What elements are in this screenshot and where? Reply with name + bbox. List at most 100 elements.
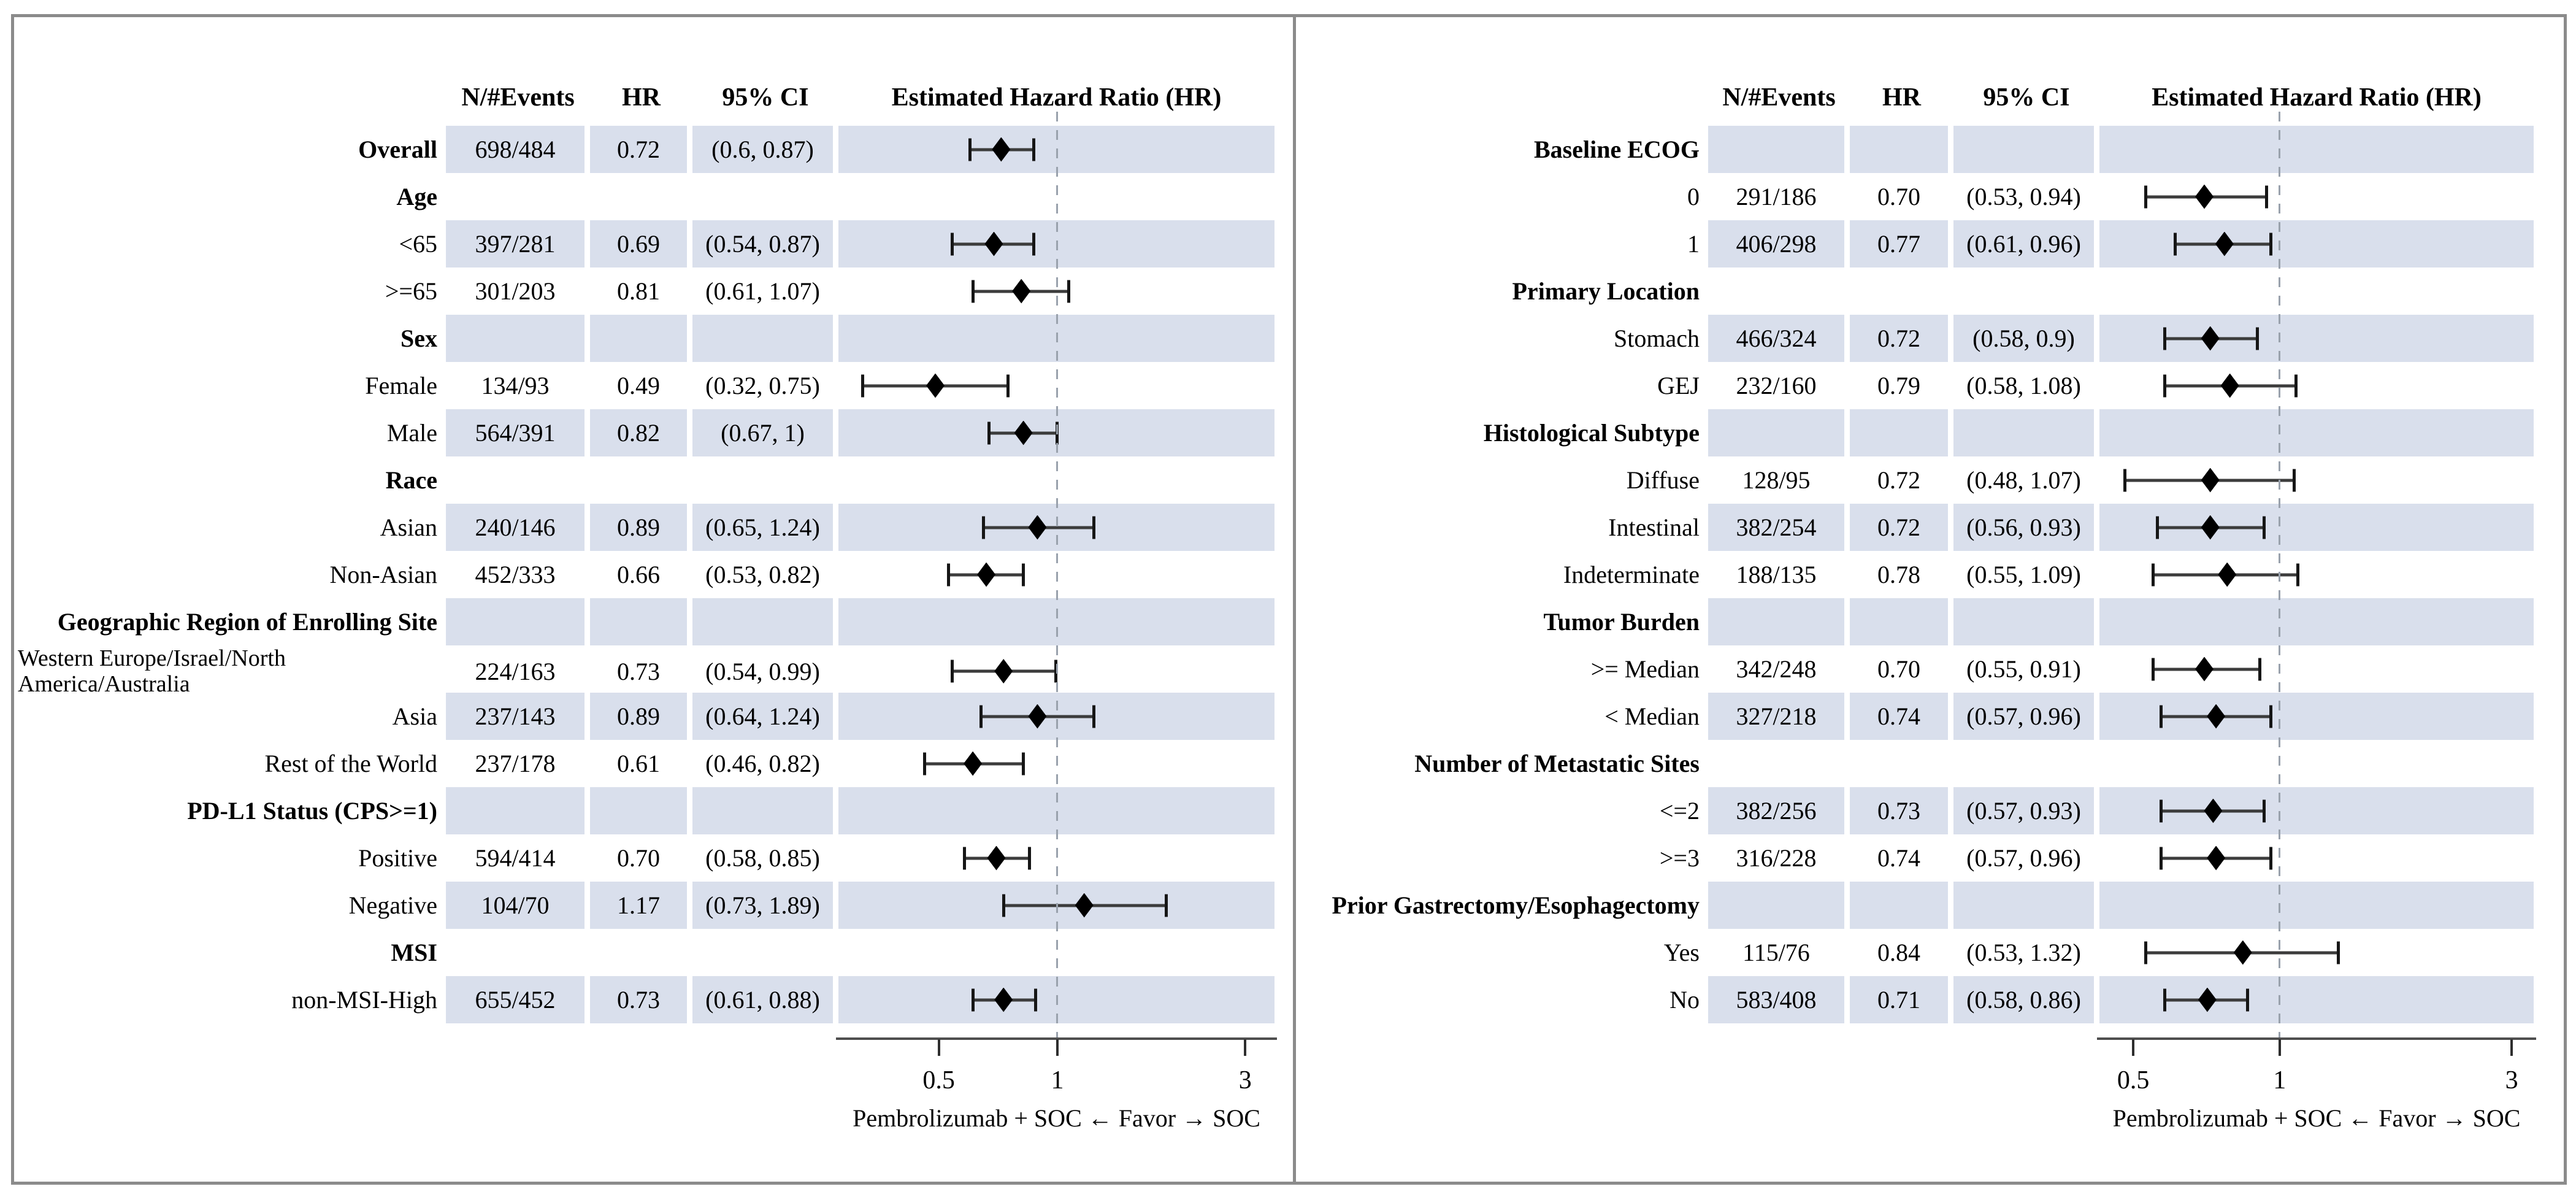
ci-cap-right [2246, 988, 2250, 1011]
ci-value: (0.53, 0.82) [705, 561, 820, 588]
ci-value [692, 787, 833, 834]
n-events-value [446, 456, 585, 504]
forest-row: Female 134/93 0.49 (0.32, 0.75) [14, 362, 1275, 409]
forest-row: Yes 115/76 0.84 (0.53, 1.32) [1301, 929, 2534, 976]
forest-row: >=65 301/203 0.81 (0.61, 1.07) [14, 267, 1275, 315]
n-events-value: 466/324 [1708, 315, 1844, 362]
hr-diamond [926, 373, 945, 398]
ci-cap-right [1032, 138, 1035, 161]
hr-value: 0.70 [1877, 655, 1920, 683]
forest-row: Histological Subtype [1301, 409, 2534, 456]
hr-diamond [2204, 798, 2223, 823]
row-label: Positive [358, 844, 437, 872]
row-label: Western Europe/Israel/North America/Aust… [18, 645, 286, 697]
ci-value: (0.58, 0.86) [1953, 976, 2094, 1023]
hr-diamond [1012, 279, 1031, 304]
n-events-value: 594/414 [475, 844, 556, 872]
row-label: Geographic Region of Enrolling Site [57, 608, 437, 636]
ci-value: (0.53, 1.32) [1966, 939, 2081, 966]
col-header-plot: Estimated Hazard Ratio (HR) [891, 83, 1222, 112]
ci-value: (0.64, 1.24) [692, 693, 833, 740]
hr-value: 0.72 [1850, 315, 1948, 362]
ci-cap-left [987, 421, 991, 444]
ci-cap-right [1028, 847, 1032, 869]
n-events-value [446, 315, 585, 362]
col-header-ci: 95% CI [722, 83, 809, 112]
row-label: Histological Subtype [1483, 419, 1700, 447]
hr-value [590, 929, 687, 976]
ci-cap-left [979, 705, 983, 728]
hr-diamond [2201, 326, 2220, 351]
hr-value: 0.78 [1877, 561, 1920, 588]
row-label: Tumor Burden [1543, 608, 1700, 636]
ci-value: (0.67, 1) [692, 409, 833, 456]
n-events-value: 232/160 [1736, 372, 1817, 399]
n-events-value: 564/391 [446, 409, 585, 456]
forest-row: <=2 382/256 0.73 (0.57, 0.93) [1301, 787, 2534, 834]
ci-cap-left [2159, 847, 2163, 869]
row-label: Stomach [1614, 325, 1700, 352]
n-events-value [1708, 126, 1844, 173]
forest-row: Non-Asian 452/333 0.66 (0.53, 0.82) [14, 551, 1275, 598]
plot-cell [838, 551, 1275, 598]
axis-tick-label: 3 [1238, 1066, 1252, 1095]
axis-tick [937, 1039, 940, 1056]
ci-value [692, 315, 833, 362]
plot-cell [838, 362, 1275, 409]
ci-cap-right [2263, 799, 2266, 822]
n-events-value: 134/93 [481, 372, 550, 399]
ci-cap-left [2163, 327, 2166, 350]
col-header-ci: 95% CI [1983, 83, 2070, 112]
ci-cap-right [1092, 705, 1096, 728]
plot-cell [2099, 740, 2534, 787]
forest-row: Stomach 466/324 0.72 (0.58, 0.9) [1301, 315, 2534, 362]
n-events-value: 237/143 [446, 693, 585, 740]
hr-diamond [2201, 515, 2220, 540]
ci-cap-left [2152, 563, 2155, 586]
hr-value: 0.73 [590, 976, 687, 1023]
ci-cap-right [2269, 233, 2273, 255]
n-events-value: 655/452 [446, 976, 585, 1023]
row-label: >=3 [1659, 844, 1700, 872]
plot-cell [2099, 220, 2534, 267]
forest-row: Geographic Region of Enrolling Site [14, 598, 1275, 645]
hr-diamond [992, 137, 1011, 162]
row-label: Overall [358, 136, 437, 163]
row-label: Primary Location [1512, 277, 1700, 305]
plot-cell [2099, 504, 2534, 551]
row-label: Prior Gastrectomy/Esophagectomy [1332, 891, 1700, 919]
plot-cell [2099, 126, 2534, 173]
forest-row: Number of Metastatic Sites [1301, 740, 2534, 787]
ci-cap-left [2123, 469, 2126, 491]
ci-cap-left [982, 516, 986, 539]
hr-value: 0.74 [1877, 844, 1920, 872]
n-events-value: 301/203 [475, 277, 556, 305]
ci-cap-left [971, 280, 975, 302]
row-label: Non-Asian [329, 561, 437, 588]
ci-cap-right [2269, 705, 2273, 728]
ci-cap-left [2174, 233, 2177, 255]
hr-value: 0.79 [1877, 372, 1920, 399]
row-label: GEJ [1657, 372, 1700, 399]
ci-cap-left [2155, 516, 2159, 539]
row-label: Race [385, 466, 437, 494]
col-header-plot: Estimated Hazard Ratio (HR) [2152, 83, 2482, 112]
n-events-value [1708, 598, 1844, 645]
forest-row: Prior Gastrectomy/Esophagectomy [1301, 882, 2534, 929]
ci-value: (0.57, 0.93) [1953, 787, 2094, 834]
hr-diamond [984, 231, 1003, 256]
forest-row: Male 564/391 0.82 (0.67, 1) [14, 409, 1275, 456]
hr-value: 0.49 [617, 372, 660, 399]
axis-tick-label: 0.5 [2117, 1066, 2150, 1095]
hr-value [590, 173, 687, 220]
ci-value: (0.56, 0.93) [1953, 504, 2094, 551]
ci-value: (0.54, 0.99) [705, 657, 820, 685]
ci-value [1953, 740, 2094, 787]
ci-value: (0.6, 0.87) [692, 126, 833, 173]
n-events-value: 188/135 [1736, 561, 1817, 588]
hr-value: 0.72 [1850, 504, 1948, 551]
hr-diamond [1028, 515, 1047, 540]
hr-value: 0.72 [1877, 466, 1920, 494]
n-events-value [1708, 882, 1844, 929]
forest-row: Intestinal 382/254 0.72 (0.56, 0.93) [1301, 504, 2534, 551]
